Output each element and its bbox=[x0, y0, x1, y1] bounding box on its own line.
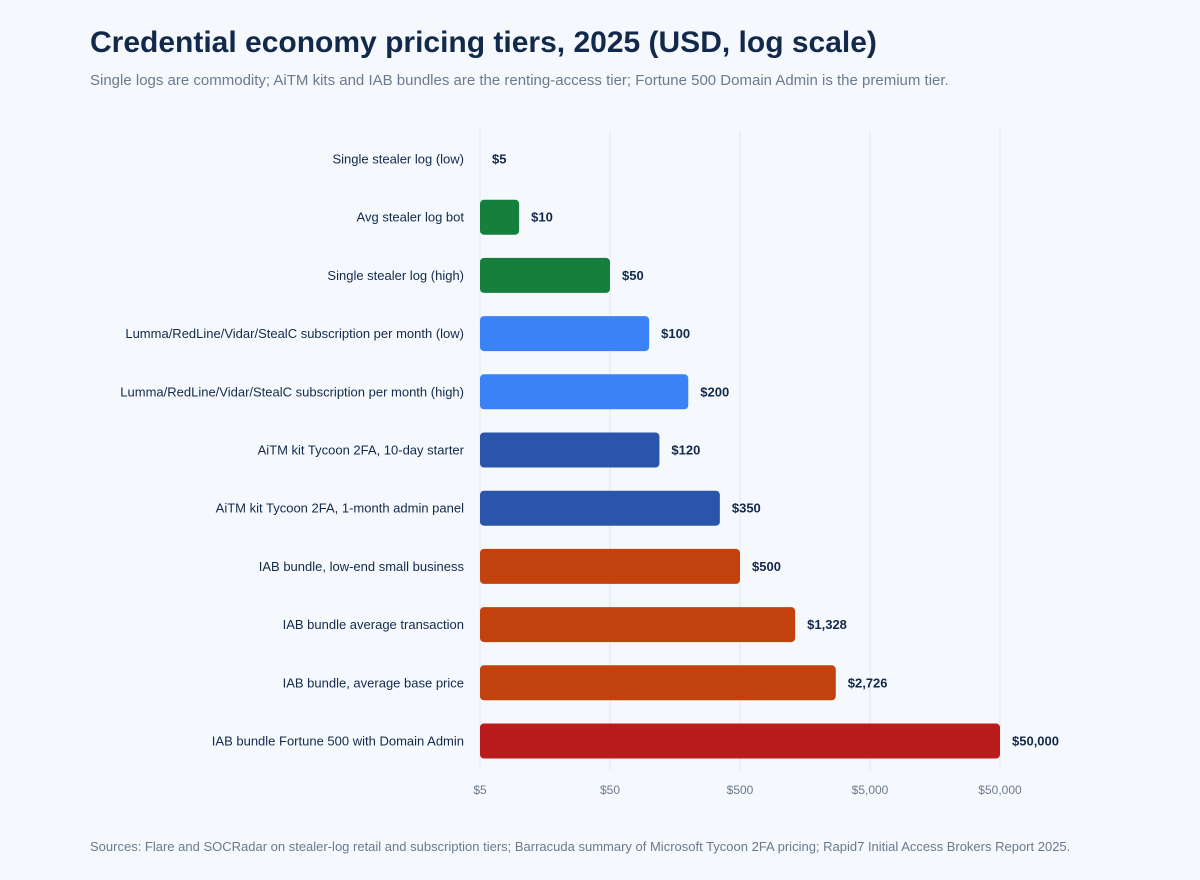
value-label: $50,000 bbox=[1012, 734, 1059, 749]
value-label: $120 bbox=[671, 443, 700, 458]
value-label: $50 bbox=[622, 268, 644, 283]
bar bbox=[480, 374, 689, 410]
chart-title: Credential economy pricing tiers, 2025 (… bbox=[90, 26, 877, 59]
bar bbox=[480, 199, 520, 235]
bar bbox=[480, 490, 720, 526]
value-label: $10 bbox=[531, 210, 553, 225]
category-label: Single stealer log (low) bbox=[332, 152, 464, 167]
bar bbox=[480, 432, 660, 468]
bar bbox=[480, 723, 1000, 759]
category-label: Lumma/RedLine/Vidar/StealC subscription … bbox=[120, 384, 464, 399]
x-tick-label: $50,000 bbox=[978, 783, 1022, 797]
category-label: Lumma/RedLine/Vidar/StealC subscription … bbox=[125, 326, 464, 341]
category-label: IAB bundle average transaction bbox=[283, 617, 464, 632]
bar bbox=[480, 316, 650, 352]
x-tick-label: $5,000 bbox=[852, 783, 889, 797]
bars bbox=[480, 199, 1000, 759]
value-label: $350 bbox=[732, 501, 761, 516]
source-note: Sources: Flare and SOCRadar on stealer-l… bbox=[90, 839, 1071, 854]
bar-chart: Single stealer log (low) Avg stealer log … bbox=[120, 130, 1059, 797]
category-label: AiTM kit Tycoon 2FA, 10-day starter bbox=[258, 443, 465, 458]
value-label: $1,328 bbox=[807, 617, 847, 632]
category-label: Single stealer log (high) bbox=[327, 268, 464, 283]
chart-subtitle: Single logs are commodity; AiTM kits and… bbox=[90, 72, 949, 89]
category-labels: Single stealer log (low) Avg stealer log … bbox=[120, 152, 464, 749]
bar bbox=[480, 548, 740, 584]
bar bbox=[480, 665, 836, 701]
category-label: IAB bundle Fortune 500 with Domain Admin bbox=[212, 734, 464, 749]
value-label: $100 bbox=[661, 326, 690, 341]
bar bbox=[480, 257, 610, 293]
value-label: $5 bbox=[492, 152, 506, 167]
bar bbox=[480, 607, 796, 643]
x-axis-ticks: $5 $50 $500 $5,000 $50,000 bbox=[473, 783, 1022, 797]
value-label: $500 bbox=[752, 559, 781, 574]
x-tick-label: $5 bbox=[473, 783, 487, 797]
category-label: IAB bundle, average base price bbox=[283, 675, 464, 690]
category-label: Avg stealer log bot bbox=[357, 210, 465, 225]
x-tick-label: $500 bbox=[727, 783, 754, 797]
x-tick-label: $50 bbox=[600, 783, 620, 797]
category-label: IAB bundle, low-end small business bbox=[259, 559, 465, 574]
value-label: $200 bbox=[700, 384, 729, 399]
value-label: $2,726 bbox=[848, 675, 888, 690]
category-label: AiTM kit Tycoon 2FA, 1-month admin panel bbox=[216, 501, 464, 516]
value-labels: $5 $10 $50 $100 $200 $120 $350 $500 $1,328 $2,726… bbox=[492, 152, 1059, 749]
